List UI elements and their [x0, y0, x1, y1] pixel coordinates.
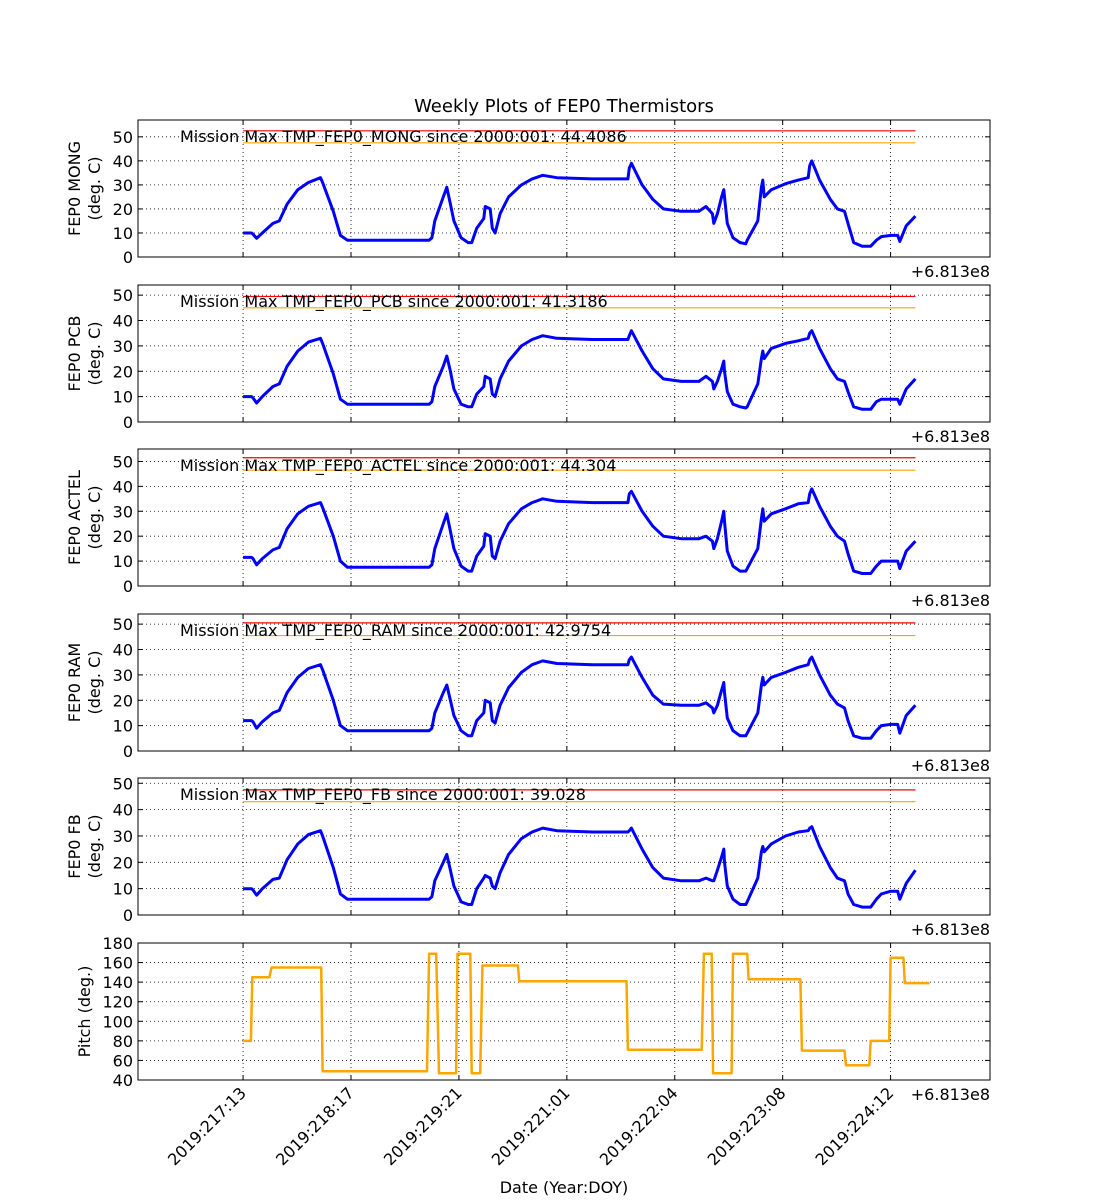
axis-offset-text: +6.813e8 — [911, 920, 990, 939]
y-tick-label: 20 — [113, 853, 133, 872]
y-axis-label: FEP0 RAM — [65, 643, 84, 722]
y-tick-label: 10 — [113, 388, 133, 407]
y-tick-label: 20 — [113, 691, 133, 710]
temperature-series-line — [243, 159, 917, 248]
axis-offset-text: +6.813e8 — [911, 756, 990, 775]
panels: 0 10 20 30 40 50 Mission Max TMP_FEP0_MONG sin… — [65, 119, 991, 1169]
axis-offset-text: +6.813e8 — [911, 1085, 990, 1104]
x-tick-label: 2019:223:08 — [704, 1083, 790, 1169]
axis-offset-text: +6.813e8 — [911, 591, 990, 610]
y-tick-label: 10 — [113, 717, 133, 736]
chart-title: Weekly Plots of FEP0 Thermistors — [414, 96, 714, 117]
y-tick-label: 120 — [102, 993, 133, 1012]
mission-max-annotation: Mission Max TMP_FEP0_PCB since 2000:001:… — [180, 292, 608, 312]
y-tick-label: 0 — [123, 906, 133, 925]
y-axis-label: (deg. C) — [85, 815, 104, 879]
axis-offset-text: +6.813e8 — [911, 427, 990, 446]
x-tick-label: 2019:217:13 — [164, 1083, 250, 1169]
y-tick-label: 10 — [113, 224, 133, 243]
y-tick-label: 50 — [113, 615, 133, 634]
pitch-series-line — [243, 952, 930, 1075]
y-axis-label: Pitch (deg.) — [75, 966, 94, 1058]
y-tick-label: 0 — [123, 413, 133, 432]
y-tick-label: 140 — [102, 973, 133, 992]
axes-frame — [137, 613, 991, 752]
temperature-series-line — [243, 329, 917, 411]
y-tick-label: 60 — [113, 1051, 133, 1070]
y-tick-label: 100 — [102, 1012, 133, 1031]
x-tick-label: 2019:222:04 — [596, 1083, 682, 1169]
y-tick-label: 30 — [113, 827, 133, 846]
axes-frame — [137, 119, 991, 258]
axes-frame — [137, 777, 991, 916]
y-axis-label: FEP0 FB — [65, 814, 84, 878]
y-tick-label: 50 — [113, 286, 133, 305]
x-tick-label: 2019:218:17 — [272, 1083, 358, 1169]
y-tick-label: 0 — [123, 742, 133, 761]
y-tick-label: 50 — [113, 774, 133, 793]
y-tick-label: 40 — [113, 641, 133, 660]
y-tick-label: 160 — [102, 954, 133, 973]
y-tick-label: 20 — [113, 200, 133, 219]
x-tick-label: 2019:221:01 — [488, 1083, 574, 1169]
y-tick-label: 0 — [123, 577, 133, 596]
y-axis-label: FEP0 PCB — [65, 315, 84, 391]
y-tick-label: 50 — [113, 128, 133, 147]
y-tick-label: 10 — [113, 880, 133, 899]
panel-3: 0 10 20 30 40 50 Mission Max TMP_FEP0_RAM sinc… — [65, 613, 991, 775]
y-tick-label: 10 — [113, 552, 133, 571]
y-axis-label: FEP0 MONG — [65, 141, 84, 236]
y-axis-label: (deg. C) — [85, 651, 104, 715]
y-tick-label: 40 — [113, 801, 133, 820]
panel-2: 0 10 20 30 40 50 Mission Max TMP_FEP0_ACTEL si… — [65, 448, 991, 610]
mission-max-annotation: Mission Max TMP_FEP0_ACTEL since 2000:00… — [180, 456, 616, 476]
axis-offset-text: +6.813e8 — [911, 262, 990, 281]
panel-0: 0 10 20 30 40 50 Mission Max TMP_FEP0_MONG sin… — [65, 119, 991, 281]
y-tick-label: 40 — [113, 152, 133, 171]
y-tick-label: 30 — [113, 176, 133, 195]
y-tick-label: 30 — [113, 502, 133, 521]
y-tick-label: 80 — [113, 1032, 133, 1051]
y-tick-label: 20 — [113, 362, 133, 381]
mission-max-annotation: Mission Max TMP_FEP0_MONG since 2000:001… — [180, 127, 627, 147]
y-tick-label: 0 — [123, 248, 133, 267]
panel-4: 0 10 20 30 40 50 Mission Max TMP_FEP0_FB since… — [65, 774, 991, 939]
y-axis-label: (deg. C) — [85, 157, 104, 221]
x-tick-label: 2019:224:12 — [812, 1083, 898, 1169]
panel-1: 0 10 20 30 40 50 Mission Max TMP_FEP0_PCB sinc… — [65, 284, 991, 446]
y-tick-label: 30 — [113, 666, 133, 685]
y-axis-label: FEP0 ACTEL — [65, 470, 84, 565]
x-tick-label: 2019:219:21 — [380, 1083, 466, 1169]
temperature-series-line — [243, 655, 917, 740]
mission-max-annotation: Mission Max TMP_FEP0_FB since 2000:001: … — [180, 785, 586, 805]
y-axis-label: (deg. C) — [85, 486, 104, 550]
y-tick-label: 50 — [113, 452, 133, 471]
y-tick-label: 180 — [102, 934, 133, 953]
axes-frame — [137, 942, 991, 1081]
mission-max-annotation: Mission Max TMP_FEP0_RAM since 2000:001:… — [180, 621, 611, 641]
axes-frame — [137, 284, 991, 423]
y-tick-label: 40 — [113, 1071, 133, 1090]
y-tick-label: 40 — [113, 477, 133, 496]
temperature-series-line — [243, 825, 917, 909]
y-axis-label: (deg. C) — [85, 322, 104, 386]
temperature-series-line — [243, 487, 917, 575]
y-tick-label: 40 — [113, 312, 133, 331]
axes-frame — [137, 448, 991, 587]
y-tick-label: 20 — [113, 527, 133, 546]
x-axis-label: Date (Year:DOY) — [500, 1178, 629, 1197]
y-tick-label: 30 — [113, 337, 133, 356]
